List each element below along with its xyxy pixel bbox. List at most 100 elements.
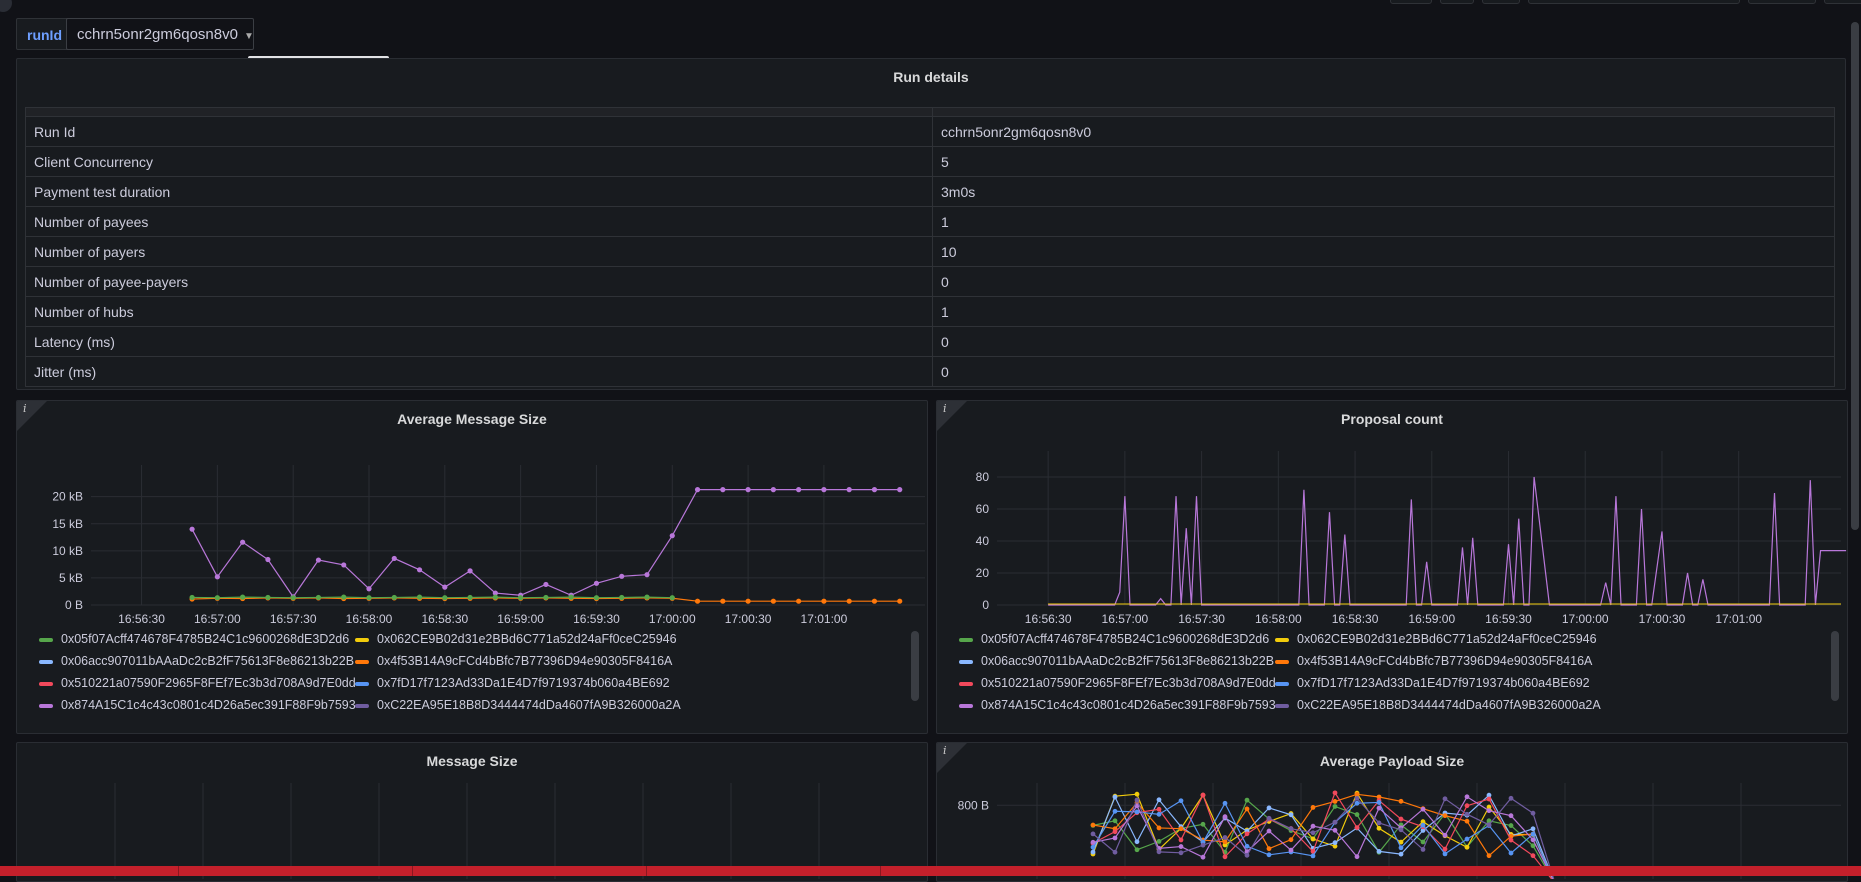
data-point	[1420, 847, 1426, 852]
legend-item[interactable]: 0x062CE9B02d31e2BBd6C771a52d24aFf0ceC259…	[355, 629, 677, 649]
data-point	[1134, 803, 1140, 809]
table-row: Run Id cchrn5onr2gm6qosn8v0	[25, 116, 1835, 147]
average-payload-size-chart[interactable]: 600 B800 B	[937, 779, 1848, 879]
row-value: 0	[932, 356, 1835, 387]
data-point	[1222, 800, 1228, 806]
data-point	[1310, 823, 1316, 829]
data-point	[745, 598, 751, 604]
data-point	[1486, 804, 1492, 810]
average-message-size-chart[interactable]: 16:56:30 16:57:00 16:57:30 16:58:00 16:58:30…	[17, 437, 928, 633]
info-corner[interactable]: i	[937, 401, 967, 431]
average-message-size-panel: i Average Message Size 16:56:30 16:57:00 1…	[16, 400, 928, 734]
legend-item[interactable]: 0xC22EA95E18B8D3444474dDa4607fA9B326000a…	[355, 695, 681, 715]
legend-item[interactable]: 0x7fD17f7123Ad33Da1E4D7f9719374b060a4BE6…	[355, 673, 670, 693]
table-header-row	[25, 107, 1835, 117]
series-line	[1092, 794, 1554, 879]
chart-legend: 0x05f07Acff474678F4785B24C1c9600268dE3D2…	[39, 629, 899, 723]
legend-item[interactable]: 0x510221a07590F2965F8FEf7Ec3b3d708A9d7E0…	[959, 673, 1276, 693]
data-point	[1332, 799, 1338, 804]
data-point	[240, 539, 246, 545]
data-point	[593, 580, 600, 586]
data-point	[1310, 830, 1316, 836]
toolbar-button[interactable]	[1390, 0, 1432, 4]
legend-item[interactable]: 0x874A15C1c4c43c0801c4D26a5ec391F88F9b75…	[959, 695, 1276, 715]
legend-item[interactable]: 0x05f07Acff474678F4785B24C1c9600268dE3D2…	[39, 629, 349, 649]
data-point	[1464, 818, 1470, 824]
series-line	[1092, 799, 1554, 879]
table-row: Payment test duration 3m0s	[25, 176, 1835, 207]
data-point	[1200, 792, 1206, 798]
data-point	[1332, 790, 1338, 796]
refresh-button[interactable]	[1748, 0, 1816, 4]
toolbar-button[interactable]	[1440, 0, 1474, 4]
data-point	[1244, 843, 1250, 849]
data-point	[1178, 844, 1184, 849]
x-tick-label: 16:57:30	[1178, 612, 1225, 626]
legend-item[interactable]: 0x510221a07590F2965F8FEf7Ec3b3d708A9d7E0…	[39, 673, 356, 693]
legend-item[interactable]: 0x7fD17f7123Ad33Da1E4D7f9719374b060a4BE6…	[1275, 673, 1590, 693]
average-payload-size-panel: i Average Payload Size 600 B800 B	[936, 742, 1848, 882]
data-point	[1464, 803, 1470, 809]
data-point	[1530, 853, 1536, 859]
toolbar-button[interactable]	[1482, 0, 1520, 4]
legend-item[interactable]: 0x874A15C1c4c43c0801c4D26a5ec391F88F9b75…	[39, 695, 356, 715]
row-key: Client Concurrency	[25, 146, 933, 177]
data-point	[1508, 837, 1514, 843]
legend-item[interactable]: 0x062CE9B02d31e2BBd6C771a52d24aFf0ceC259…	[1275, 629, 1597, 649]
data-point	[1354, 825, 1360, 830]
data-point	[442, 595, 448, 601]
data-point	[568, 594, 574, 600]
data-point	[214, 595, 220, 601]
view-mode-button[interactable]	[1824, 0, 1861, 4]
data-point	[1420, 839, 1426, 845]
panel-title: Proposal count	[1341, 411, 1443, 427]
y-tick-label: 0 B	[65, 598, 83, 612]
menu-toggle-icon[interactable]	[0, 0, 12, 12]
data-point	[1090, 849, 1096, 855]
info-corner[interactable]: i	[17, 401, 47, 431]
legend-scrollbar[interactable]	[1831, 631, 1839, 701]
data-point	[1112, 829, 1118, 835]
table-row: Number of payee-payers 0	[25, 266, 1835, 297]
data-point	[1288, 812, 1294, 818]
legend-item[interactable]: 0x05f07Acff474678F4785B24C1c9600268dE3D2…	[959, 629, 1269, 649]
time-picker-button[interactable]	[1528, 0, 1740, 4]
data-point	[1508, 823, 1514, 828]
legend-item[interactable]: 0x4f53B14A9cFCd4bBfc7B77396D94e90305F841…	[1275, 651, 1592, 671]
data-point	[1288, 847, 1294, 853]
legend-scrollbar[interactable]	[911, 631, 919, 701]
y-tick-label: 60	[976, 502, 990, 516]
data-point	[1486, 822, 1492, 828]
proposal-count-chart[interactable]: 16:56:30 16:57:00 16:57:30 16:58:00 16:58:30…	[937, 437, 1848, 633]
row-key: Jitter (ms)	[25, 356, 933, 387]
page-scrollbar[interactable]	[1851, 22, 1859, 530]
data-point	[189, 594, 195, 601]
y-tick-label: 80	[976, 470, 990, 484]
table-row: Number of payees 1	[25, 206, 1835, 237]
chart-legend: 0x05f07Acff474678F4785B24C1c9600268dE3D2…	[959, 629, 1819, 723]
data-point	[1310, 836, 1316, 842]
data-point	[1398, 798, 1404, 804]
row-value: 0	[932, 266, 1835, 297]
data-point	[1530, 826, 1536, 832]
legend-item[interactable]: 0x06acc907011bAAaDc2cB2fF75613F8e86213b2…	[39, 651, 354, 671]
data-point	[518, 595, 524, 601]
data-point	[1354, 854, 1360, 860]
info-icon: i	[23, 402, 27, 415]
runid-select[interactable]: cchrn5onr2gm6qosn8v0 ▼	[66, 18, 254, 50]
legend-item[interactable]: 0x06acc907011bAAaDc2cB2fF75613F8e86213b2…	[959, 651, 1274, 671]
data-point	[821, 487, 827, 493]
data-point	[1530, 843, 1536, 849]
message-size-chart[interactable]	[17, 779, 928, 879]
info-corner[interactable]: i	[937, 743, 967, 773]
legend-item[interactable]: 0xC22EA95E18B8D3444474dDa4607fA9B326000a…	[1275, 695, 1601, 715]
x-tick-label: 17:00:30	[725, 612, 772, 626]
data-point	[1156, 825, 1162, 831]
row-key: Number of payers	[25, 236, 933, 267]
table-row: Client Concurrency 5	[25, 146, 1835, 177]
data-point	[770, 598, 776, 604]
data-point	[1442, 813, 1448, 819]
runid-select-value: cchrn5onr2gm6qosn8v0	[77, 26, 238, 43]
data-point	[1442, 846, 1448, 852]
legend-item[interactable]: 0x4f53B14A9cFCd4bBfc7B77396D94e90305F841…	[355, 651, 672, 671]
